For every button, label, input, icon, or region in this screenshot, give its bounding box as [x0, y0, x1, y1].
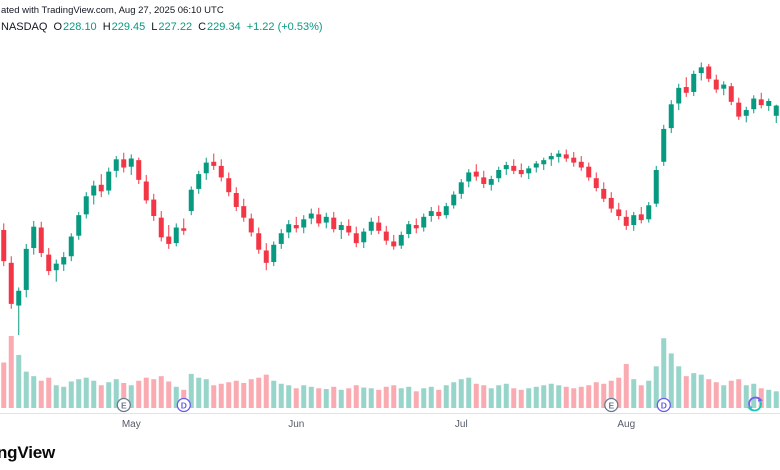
- svg-text:E: E: [608, 400, 614, 410]
- attribution-text: ated with TradingView.com, Aug 27, 2025 …: [1, 5, 224, 16]
- open-value: 228.10: [63, 21, 97, 33]
- tradingview-logo[interactable]: ngView: [0, 443, 56, 462]
- cycle-arrow-bottom: [747, 406, 753, 412]
- symbol-exchange: NASDAQ: [1, 21, 48, 33]
- ohlc-close: C 229.34: [198, 21, 241, 33]
- svg-text:D: D: [661, 400, 667, 410]
- open-label: O: [53, 21, 63, 33]
- high-value: 229.45: [111, 21, 146, 33]
- footer-bar: ngView: [0, 436, 780, 470]
- ohlc-low: L 227.22: [151, 21, 192, 33]
- svg-text:E: E: [121, 400, 127, 410]
- axis-month-label[interactable]: Aug: [617, 419, 635, 430]
- axis-month-label[interactable]: Jun: [288, 419, 304, 430]
- volume-layer: [1, 336, 779, 408]
- dividend-badge[interactable]: D: [176, 397, 191, 413]
- price-change: +1.22 (+0.53%): [246, 21, 323, 33]
- earnings-badge[interactable]: E: [116, 397, 131, 413]
- ohlc-high: H 229.45: [103, 21, 146, 33]
- cycle-arrow-top: [757, 396, 763, 402]
- candles-layer: [1, 62, 779, 336]
- svg-text:D: D: [181, 400, 187, 410]
- low-label: L: [151, 21, 158, 33]
- low-value: 227.22: [158, 21, 193, 33]
- close-label: C: [198, 21, 207, 33]
- high-label: H: [102, 21, 111, 33]
- dividend-badge[interactable]: D: [656, 397, 671, 413]
- axis-month-label[interactable]: May: [122, 419, 141, 430]
- axis-month-label[interactable]: Jul: [455, 419, 468, 430]
- close-value: 229.34: [207, 21, 241, 33]
- refresh-cycle-icon[interactable]: [744, 393, 766, 415]
- symbol-legend[interactable]: NASDAQ O 228.10 H 229.45 L 227.22 C 229.34 +…: [1, 21, 323, 33]
- ohlc-open: O 228.10: [53, 21, 96, 33]
- earnings-badge[interactable]: E: [604, 397, 619, 413]
